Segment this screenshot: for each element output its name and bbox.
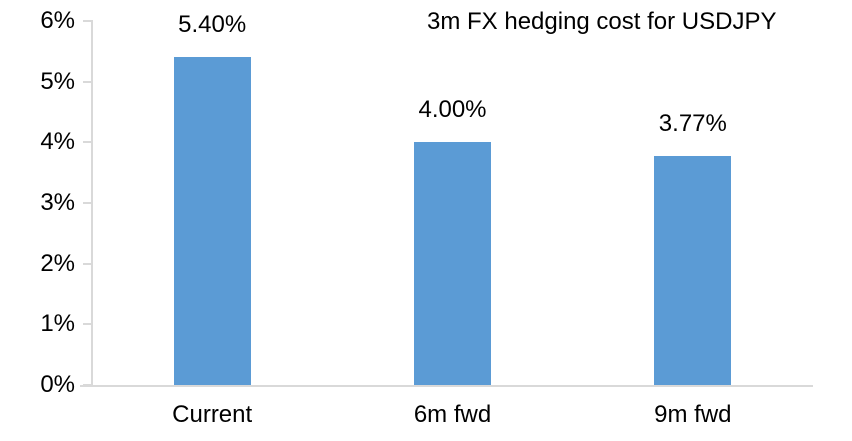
bar-current	[173, 57, 251, 385]
y-tick-mark	[83, 80, 92, 83]
y-tick-label: 4%	[40, 128, 75, 156]
y-tick-label: 2%	[40, 249, 75, 277]
y-tick-mark	[83, 323, 92, 326]
chart-title: 3m FX hedging cost for USDJPY	[427, 8, 777, 35]
y-tick-label: 1%	[40, 310, 75, 338]
y-tick-label: 0%	[40, 371, 75, 398]
y-tick-label: 5%	[40, 67, 75, 95]
bar-value-label: 5.40%	[178, 11, 247, 39]
y-tick-mark	[83, 202, 92, 204]
y-tick-mark	[83, 262, 92, 265]
x-category-label: 6m fwd	[413, 401, 492, 428]
y-tick-label: 3%	[40, 189, 75, 216]
y-tick-label: 6%	[40, 7, 75, 34]
bar-9m-fwd	[654, 156, 732, 385]
x-axis-line	[80, 385, 813, 387]
x-category-label: Current	[172, 401, 253, 428]
y-tick-mark	[83, 20, 92, 22]
bar-value-label: 3.77%	[658, 110, 727, 138]
bar-value-label: 4.00%	[418, 96, 487, 124]
x-category-label: 9m fwd	[654, 401, 732, 428]
y-axis-line	[91, 20, 93, 387]
y-tick-mark	[83, 141, 92, 144]
y-tick-mark	[83, 384, 92, 386]
bar-6m-fwd	[414, 142, 491, 385]
